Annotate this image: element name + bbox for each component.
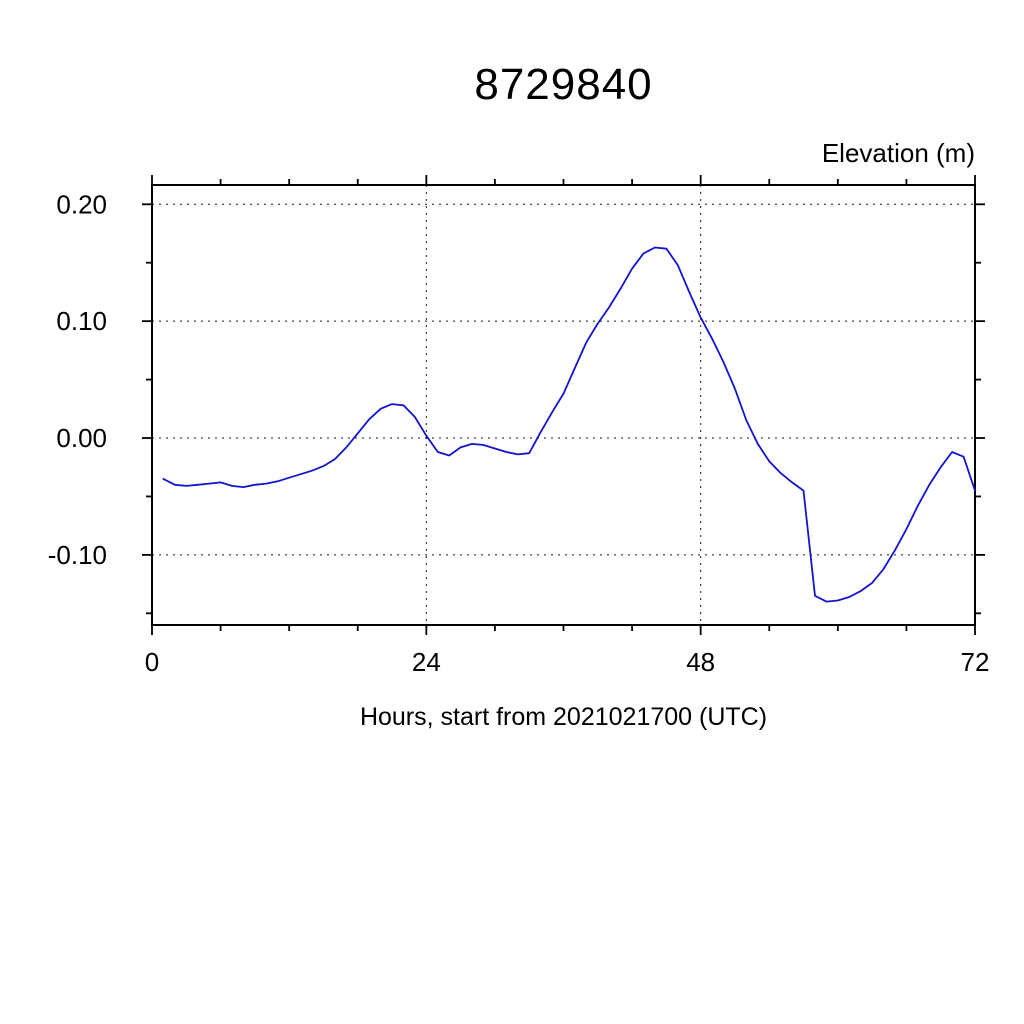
y-tick-label: -0.10 [48,540,107,570]
y-tick-label: 0.10 [56,306,107,336]
data-line [162,246,976,603]
x-tick-label: 0 [145,647,159,677]
chart-title: 8729840 [474,60,653,109]
y-tick-label: 0.20 [56,189,107,219]
x-axis-label: Hours, start from 2021021700 (UTC) [359,703,768,731]
plot-frame [151,184,976,626]
x-tick-label: 72 [961,647,990,677]
x-tick-label: 24 [412,647,441,677]
x-tick-label: 48 [686,647,715,677]
y-axis-label: Elevation (m) [821,138,975,168]
y-tick-label: 0.00 [56,423,107,453]
